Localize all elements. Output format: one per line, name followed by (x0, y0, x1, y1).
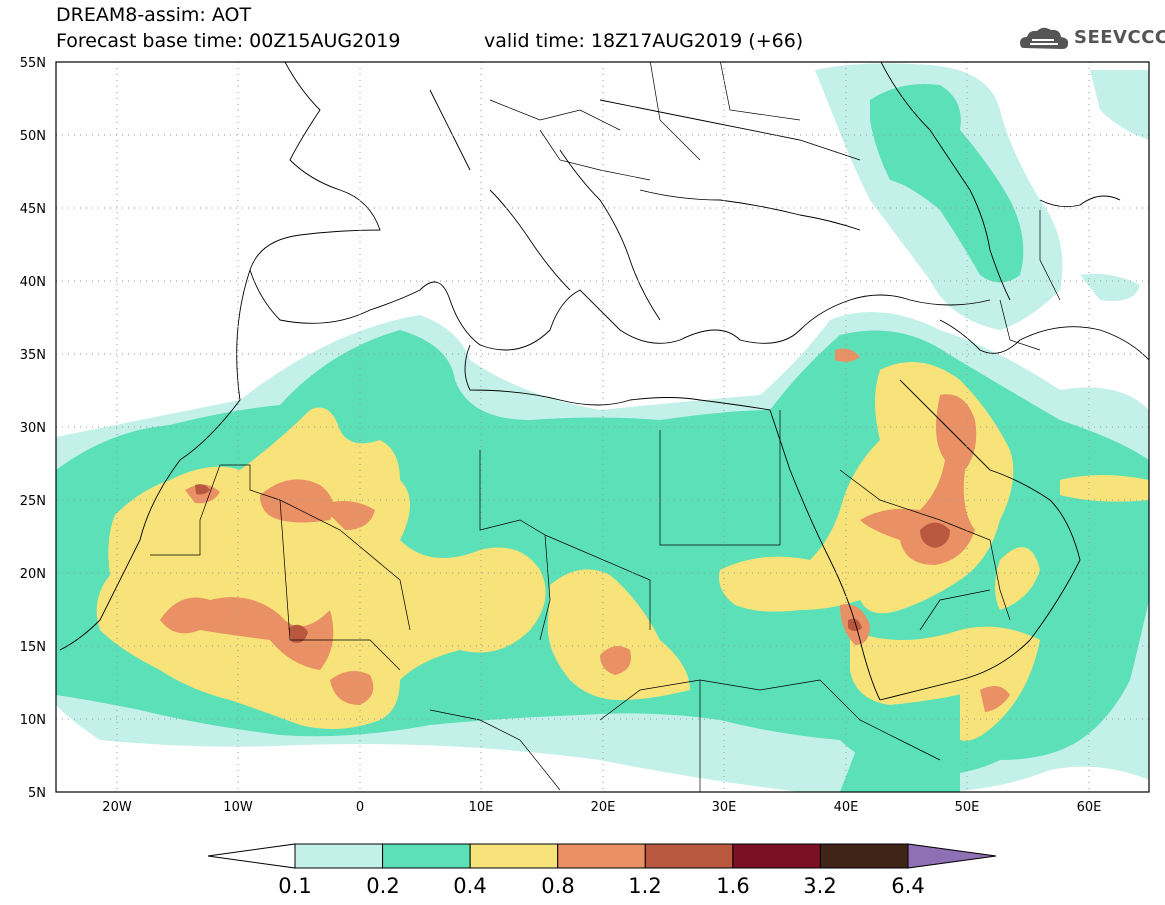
colorbar-under-arrow (207, 843, 296, 869)
colorbar-cell (382, 843, 471, 869)
lat-label: 20N (20, 567, 46, 582)
colorbar-label: 1.2 (628, 874, 661, 898)
graticule (56, 62, 1149, 792)
seevccc-cloud-logo-icon (1020, 27, 1069, 49)
lon-label: 30E (712, 800, 737, 815)
latitude-labels: 55N 50N 45N 40N 35N 30N 25N 20N 15N 10N … (20, 56, 46, 801)
aot-field (56, 63, 1149, 792)
coastlines-and-borders (59, 62, 1149, 701)
colorbar-cell (644, 843, 734, 869)
lat-label: 35N (20, 348, 46, 363)
lon-label: 20E (591, 800, 616, 815)
lat-label: 40N (20, 275, 46, 290)
colorbar-cell (469, 843, 559, 869)
lon-label: 20W (102, 800, 132, 815)
colorbar-label: 3.2 (803, 874, 836, 898)
lon-label: 50E (955, 800, 980, 815)
map-frame (55, 61, 1150, 793)
lat-label: 15N (20, 640, 46, 655)
lon-label: 10E (469, 800, 494, 815)
map-title: DREAM8-assim: AOT (56, 4, 252, 26)
valid-time: valid time: 18Z17AUG2019 (+66) (484, 30, 804, 52)
colorbar-labels: 0.1 0.2 0.4 0.8 1.2 1.6 3.2 6.4 (278, 874, 924, 898)
lat-label: 45N (20, 202, 46, 217)
lon-label: 10W (223, 800, 253, 815)
colorbar-cell (732, 843, 821, 869)
lat-label: 30N (20, 421, 46, 436)
lat-label: 10N (20, 713, 46, 728)
lat-label: 50N (20, 129, 46, 144)
colorbar-label: 0.4 (453, 874, 486, 898)
colorbar-over-arrow (907, 843, 997, 869)
lat-label: 55N (20, 56, 46, 71)
lon-label: 40E (834, 800, 859, 815)
lat-label: 5N (28, 786, 46, 801)
colorbar-label: 0.8 (541, 874, 574, 898)
lon-label: 0 (356, 800, 364, 815)
colorbar-cell (819, 843, 909, 869)
colorbar-cell (294, 843, 384, 869)
colorbar-label: 6.4 (891, 874, 924, 898)
colorbar (207, 843, 997, 869)
colorbar-label: 0.1 (278, 874, 311, 898)
forecast-base-time: Forecast base time: 00Z15AUG2019 (56, 30, 401, 52)
longitude-labels: 20W 10W 0 10E 20E 30E 40E 50E 60E (102, 800, 1101, 815)
colorbar-cell (557, 843, 646, 869)
colorbar-label: 0.2 (366, 874, 399, 898)
country-borders (150, 62, 1061, 792)
aot-level-1-2 (195, 484, 950, 643)
logo-text: SEEVCCC (1074, 27, 1165, 48)
aot-level-0-8 (160, 348, 1010, 712)
lon-label: 60E (1077, 800, 1102, 815)
colorbar-label: 1.6 (716, 874, 749, 898)
lat-label: 25N (20, 494, 46, 509)
